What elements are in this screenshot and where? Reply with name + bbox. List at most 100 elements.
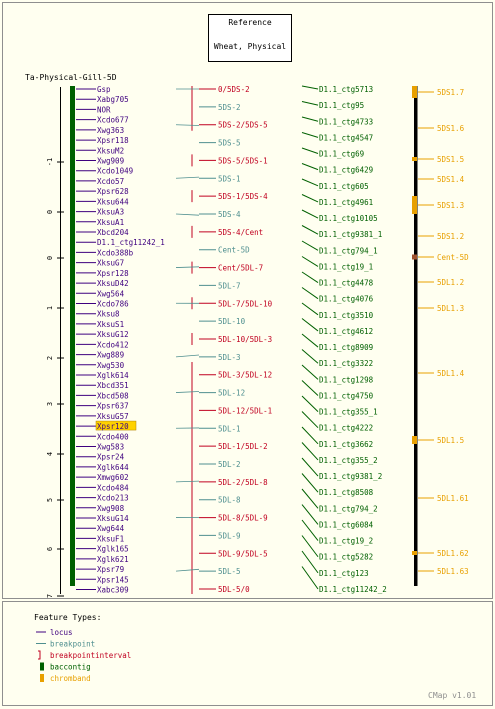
locus-label[interactable]: Xwg909 <box>97 157 124 166</box>
contig-label[interactable]: D1.1_ctg6429 <box>319 166 373 175</box>
chromband-label[interactable]: 5DL1.3 <box>437 304 464 313</box>
chromband-label[interactable]: 5DL1.63 <box>437 567 469 576</box>
locus-label[interactable]: XksuD42 <box>97 279 129 288</box>
locus-label[interactable]: XksuA1 <box>97 218 124 227</box>
chromband-block[interactable] <box>412 436 417 444</box>
locus-label[interactable]: Xcdo1049 <box>97 167 133 176</box>
breakpoint-interval-label[interactable]: 5DS-1/5DS-4 <box>218 192 268 201</box>
chromband-label[interactable]: 5DL1.2 <box>437 278 464 287</box>
locus-label[interactable]: Xbcd204 <box>97 228 129 237</box>
contig-label[interactable]: D1.1_ctg4733 <box>319 117 373 126</box>
contig-label[interactable]: D1.1_ctg4961 <box>319 198 373 207</box>
contig-label[interactable]: D1.1_ctg5713 <box>319 85 373 94</box>
contig-label[interactable]: D1.1_ctg3510 <box>319 311 374 320</box>
breakpoint-interval-label[interactable]: 5DL-1/5DL-2 <box>218 442 268 451</box>
chromosome-bar[interactable] <box>414 86 418 586</box>
breakpoint-label[interactable]: 5DL-10 <box>218 317 246 326</box>
breakpoint-interval-label[interactable]: 5DL-5/0 <box>218 585 250 594</box>
locus-label[interactable]: XksuA3 <box>97 208 124 217</box>
locus-label[interactable]: Xwg583 <box>97 443 124 452</box>
contig-label[interactable]: D1.1_ctg4478 <box>319 279 374 288</box>
locus-label[interactable]: Xglk621 <box>97 555 129 564</box>
locus-label[interactable]: Xpsr118 <box>97 136 129 145</box>
contig-label[interactable]: D1.1_ctg8909 <box>319 343 373 352</box>
locus-label[interactable]: Xbcd351 <box>97 381 129 390</box>
locus-label[interactable]: Xwg564 <box>97 289 125 298</box>
breakpoint-label[interactable]: 5DL-5 <box>218 567 241 576</box>
locus-label[interactable]: XksuG7 <box>97 259 124 268</box>
breakpoint-interval-label[interactable]: 5DL-10/5DL-3 <box>218 335 272 344</box>
contig-label[interactable]: D1.1_ctg9381_2 <box>319 472 382 481</box>
locus-label[interactable]: Xwg889 <box>97 351 124 360</box>
chromband-label[interactable]: 5DS1.7 <box>437 88 464 97</box>
locus-label[interactable]: Xabc309 <box>97 586 129 595</box>
breakpoint-interval-label[interactable]: 5DS-5/5DS-1 <box>218 156 268 165</box>
locus-label[interactable]: Xcdo213 <box>97 494 129 503</box>
contig-label[interactable]: D1.1_ctg4076 <box>319 295 374 304</box>
locus-label[interactable]: Xcdo412 <box>97 340 129 349</box>
locus-label[interactable]: XksuF1 <box>97 534 124 543</box>
locus-label[interactable]: Gsp <box>97 85 111 94</box>
contig-label[interactable]: D1.1_ctg794_1 <box>319 246 378 255</box>
breakpoint-interval-label[interactable]: 5DL-2/5DL-8 <box>218 478 268 487</box>
baccontig-bar[interactable] <box>70 86 75 586</box>
breakpoint-interval-label[interactable]: 5DL-7/5DL-10 <box>218 299 273 308</box>
contig-label[interactable]: D1.1_ctg355_1 <box>319 408 378 417</box>
breakpoint-label[interactable]: 5DL-2 <box>218 460 241 469</box>
locus-label[interactable]: Xpsr120 <box>97 422 129 431</box>
breakpoint-label[interactable]: 5DS-1 <box>218 174 241 183</box>
contig-label[interactable]: D1.1_ctg355_2 <box>319 456 378 465</box>
contig-label[interactable]: D1.1_ctg8508 <box>319 488 374 497</box>
locus-label[interactable]: XksuG57 <box>97 412 129 421</box>
breakpoint-label[interactable]: 5DL-8 <box>218 496 241 505</box>
contig-label[interactable]: D1.1_ctg19_2 <box>319 537 373 546</box>
locus-label[interactable]: Xcdo484 <box>97 483 129 492</box>
breakpoint-interval-label[interactable]: 0/5DS-2 <box>218 85 250 94</box>
contig-label[interactable]: D1.1_ctg10105 <box>319 214 378 223</box>
contig-label[interactable]: D1.1_ctg3322 <box>319 359 373 368</box>
breakpoint-label[interactable]: 5DS-4 <box>218 210 241 219</box>
locus-label[interactable]: Xmwg602 <box>97 473 129 482</box>
contig-label[interactable]: D1.1_ctg5282 <box>319 553 373 562</box>
contig-label[interactable]: D1.1_ctg4222 <box>319 424 373 433</box>
chromband-label[interactable]: Cent-5D <box>437 253 469 262</box>
contig-label[interactable]: D1.1_ctg11242_2 <box>319 585 387 594</box>
contig-label[interactable]: D1.1_ctg69 <box>319 150 364 159</box>
locus-label[interactable]: Xwg530 <box>97 361 125 370</box>
locus-label[interactable]: Xksu644 <box>97 197 129 206</box>
contig-label[interactable]: D1.1_ctg605 <box>319 182 369 191</box>
breakpoint-label[interactable]: 5DS-2 <box>218 103 241 112</box>
locus-label[interactable]: Xabg705 <box>97 95 129 104</box>
locus-label[interactable]: Xpsr145 <box>97 575 129 584</box>
breakpoint-label[interactable]: 5DL-9 <box>218 531 241 540</box>
locus-label[interactable]: Xpsr128 <box>97 269 129 278</box>
chromband-block[interactable] <box>412 254 417 260</box>
locus-label[interactable]: Xcdo400 <box>97 432 129 441</box>
chromband-label[interactable]: 5DL1.4 <box>437 369 465 378</box>
locus-label[interactable]: D1.1_ctg11242_1 <box>97 238 165 247</box>
contig-label[interactable]: D1.1_ctg1298 <box>319 375 374 384</box>
breakpoint-label[interactable]: 5DL-7 <box>218 281 241 290</box>
map-title[interactable]: Ta-Physical-Gill-5D <box>25 73 117 82</box>
contig-label[interactable]: D1.1_ctg3662 <box>319 440 373 449</box>
chromband-label[interactable]: 5DS1.6 <box>437 124 465 133</box>
chromband-block[interactable] <box>412 86 417 98</box>
chromband-label[interactable]: 5DS1.4 <box>437 175 465 184</box>
chromband-label[interactable]: 5DS1.3 <box>437 201 464 210</box>
breakpoint-interval-label[interactable]: Cent/5DL-7 <box>218 264 263 273</box>
contig-label[interactable]: D1.1_ctg4750 <box>319 391 374 400</box>
locus-label[interactable]: Xwg644 <box>97 524 125 533</box>
locus-label[interactable]: Xbcd508 <box>97 391 129 400</box>
chromband-label[interactable]: 5DS1.5 <box>437 155 464 164</box>
locus-label[interactable]: XksuM2 <box>97 146 124 155</box>
breakpoint-label[interactable]: Cent-5D <box>218 246 250 255</box>
breakpoint-interval-label[interactable]: 5DL-8/5DL-9 <box>218 514 268 523</box>
chromband-block[interactable] <box>412 196 417 214</box>
locus-label[interactable]: Xpsr628 <box>97 187 129 196</box>
breakpoint-interval-label[interactable]: 5DS-4/Cent <box>218 228 263 237</box>
contig-label[interactable]: D1.1_ctg4612 <box>319 327 373 336</box>
contig-label[interactable]: D1.1_ctg4547 <box>319 133 373 142</box>
breakpoint-interval-label[interactable]: 5DS-2/5DS-5 <box>218 121 268 130</box>
locus-label[interactable]: Xpsr24 <box>97 453 125 462</box>
breakpoint-label[interactable]: 5DS-5 <box>218 139 241 148</box>
